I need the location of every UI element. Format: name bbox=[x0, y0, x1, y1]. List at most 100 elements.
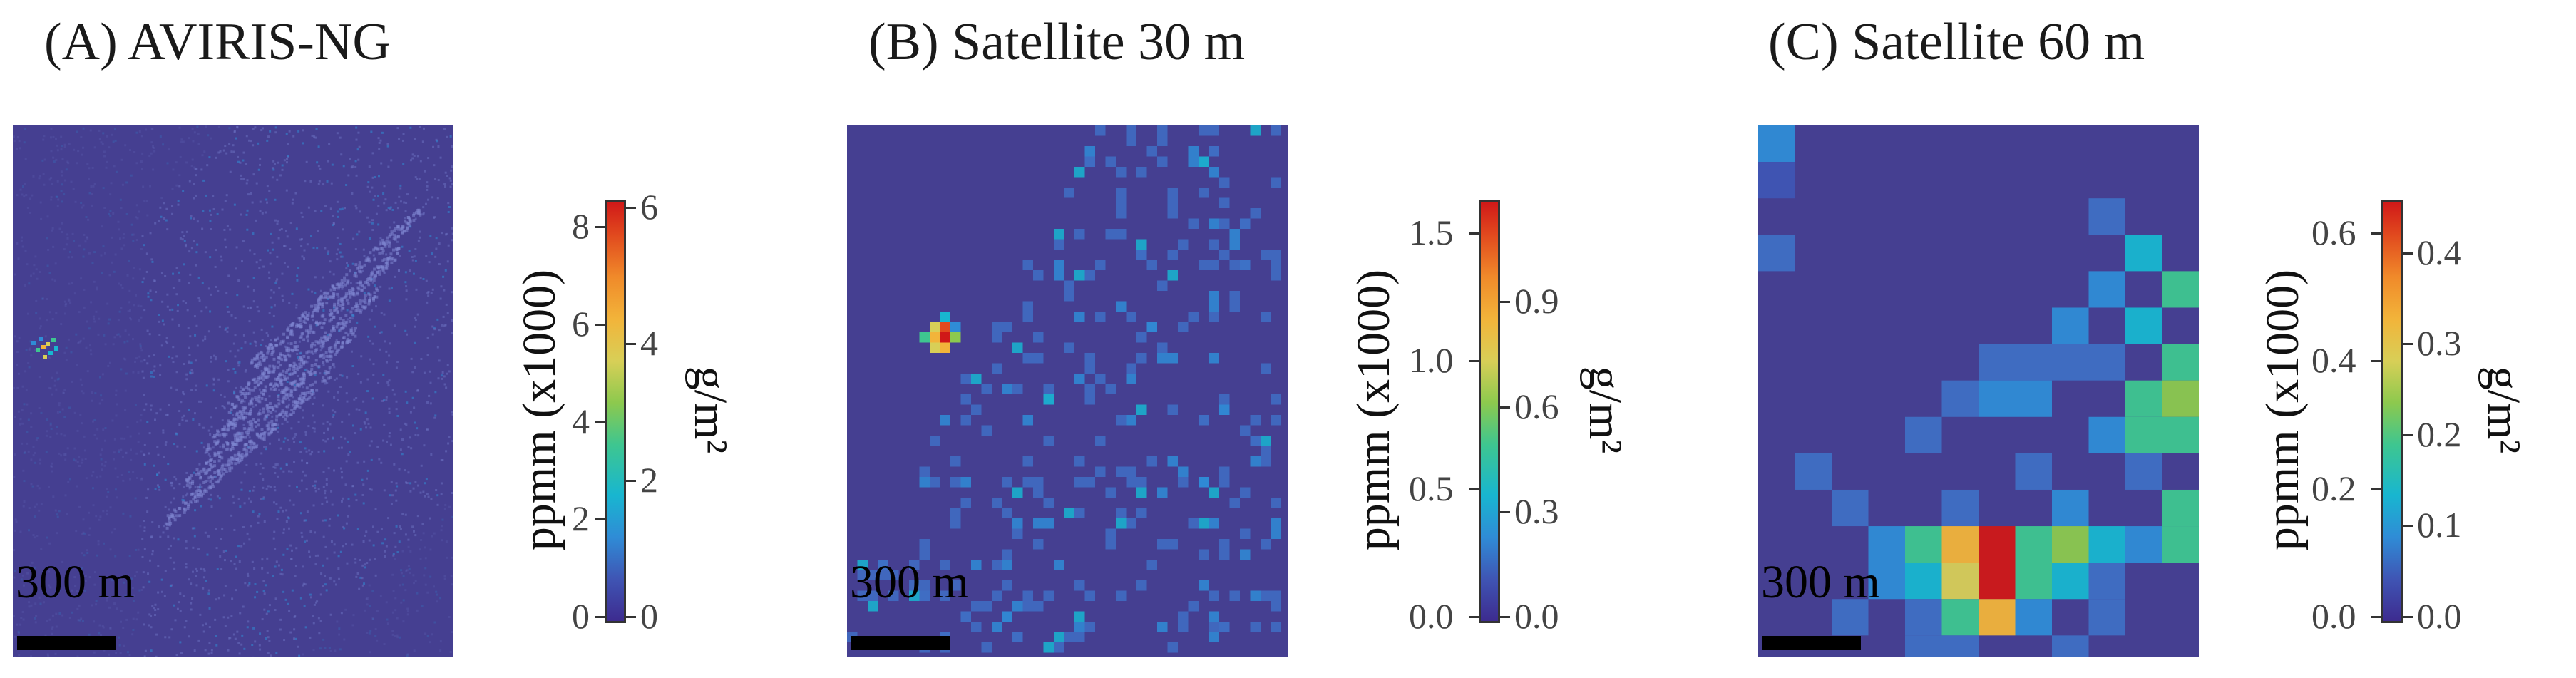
map-pixel bbox=[267, 610, 270, 612]
map-pixel bbox=[443, 128, 446, 130]
map-pixel bbox=[259, 632, 261, 635]
map-pixel bbox=[2162, 417, 2200, 453]
map-pixel bbox=[94, 146, 96, 148]
map-pixel bbox=[424, 546, 426, 548]
map-pixel bbox=[332, 416, 334, 418]
map-pixel bbox=[170, 628, 173, 630]
map-pixel bbox=[178, 423, 180, 426]
map-pixel bbox=[115, 414, 117, 416]
map-pixel bbox=[312, 383, 314, 386]
map-pixel bbox=[110, 548, 112, 550]
map-pixel bbox=[940, 415, 951, 426]
map-pixel bbox=[314, 374, 317, 376]
map-pixel bbox=[237, 364, 240, 366]
map-pixel bbox=[286, 520, 288, 523]
map-pixel bbox=[132, 277, 134, 279]
map-pixel bbox=[166, 294, 168, 296]
map-pixel bbox=[323, 322, 326, 324]
map-pixel bbox=[143, 453, 145, 456]
map-pixel bbox=[371, 590, 374, 592]
map-pixel bbox=[26, 404, 28, 406]
map-pixel bbox=[64, 146, 66, 148]
map-pixel bbox=[14, 453, 16, 456]
map-pixel bbox=[98, 543, 100, 545]
map-pixel bbox=[1085, 353, 1096, 364]
map-pixel bbox=[170, 501, 172, 503]
map-pixel bbox=[1074, 312, 1085, 322]
map-pixel bbox=[353, 399, 355, 401]
map-pixel bbox=[335, 351, 338, 354]
map-pixel bbox=[340, 327, 343, 330]
map-pixel bbox=[311, 451, 313, 453]
map-pixel bbox=[68, 299, 71, 302]
map-pixel bbox=[383, 202, 385, 204]
map-pixel bbox=[344, 279, 347, 282]
map-pixel bbox=[150, 232, 152, 234]
map-pixel bbox=[385, 267, 388, 270]
map-pixel bbox=[66, 513, 68, 515]
map-pixel bbox=[120, 438, 123, 440]
map-pixel bbox=[406, 401, 408, 404]
map-pixel bbox=[429, 235, 431, 237]
map-pixel bbox=[304, 605, 306, 607]
map-pixel bbox=[269, 252, 271, 254]
map-pixel bbox=[423, 532, 425, 534]
map-pixel bbox=[446, 304, 448, 306]
map-pixel bbox=[992, 322, 1002, 333]
map-pixel bbox=[302, 377, 304, 380]
map-pixel bbox=[257, 419, 260, 422]
map-pixel bbox=[252, 173, 255, 175]
map-pixel bbox=[324, 492, 326, 494]
map-pixel bbox=[190, 362, 193, 364]
map-pixel bbox=[309, 637, 311, 639]
map-pixel bbox=[32, 486, 34, 488]
map-pixel bbox=[88, 192, 91, 194]
map-pixel bbox=[258, 436, 261, 439]
map-pixel bbox=[1271, 518, 1282, 529]
map-pixel bbox=[46, 418, 48, 421]
map-pixel bbox=[332, 363, 334, 366]
map-pixel bbox=[209, 456, 211, 458]
map-pixel bbox=[302, 338, 305, 341]
map-pixel bbox=[86, 347, 88, 349]
map-pixel bbox=[961, 498, 972, 508]
map-pixel bbox=[150, 615, 152, 617]
map-pixel bbox=[224, 239, 226, 241]
map-pixel bbox=[399, 185, 401, 187]
map-pixel bbox=[333, 273, 335, 275]
map-pixel bbox=[236, 437, 239, 440]
map-pixel bbox=[123, 233, 125, 235]
map-pixel bbox=[215, 157, 217, 159]
map-pixel bbox=[267, 250, 269, 252]
map-pixel bbox=[185, 501, 188, 504]
map-pixel bbox=[1033, 488, 1044, 498]
map-pixel bbox=[81, 552, 83, 554]
map-pixel bbox=[355, 127, 357, 129]
map-pixel bbox=[1261, 364, 1271, 374]
map-pixel bbox=[373, 255, 375, 257]
map-pixel bbox=[330, 207, 332, 210]
map-pixel bbox=[71, 381, 73, 383]
map-pixel bbox=[223, 550, 225, 553]
map-pixel bbox=[230, 448, 232, 451]
map-pixel bbox=[194, 649, 196, 652]
map-pixel bbox=[1157, 343, 1168, 354]
map-pixel bbox=[247, 421, 250, 423]
map-pixel bbox=[26, 263, 28, 265]
map-pixel bbox=[1002, 612, 1013, 622]
map-pixel bbox=[402, 620, 404, 622]
map-pixel bbox=[219, 555, 221, 558]
map-pixel bbox=[278, 389, 280, 391]
map-pixel bbox=[342, 375, 344, 377]
map-pixel bbox=[238, 432, 241, 435]
map-pixel bbox=[384, 340, 386, 342]
colorbar-tick bbox=[1500, 511, 1510, 513]
map-pixel bbox=[142, 235, 144, 237]
map-pixel bbox=[440, 157, 442, 159]
map-pixel bbox=[61, 158, 63, 160]
map-pixel bbox=[249, 249, 251, 251]
map-pixel bbox=[174, 510, 177, 513]
map-pixel bbox=[208, 468, 211, 471]
map-pixel bbox=[154, 222, 156, 225]
map-pixel bbox=[51, 183, 53, 185]
